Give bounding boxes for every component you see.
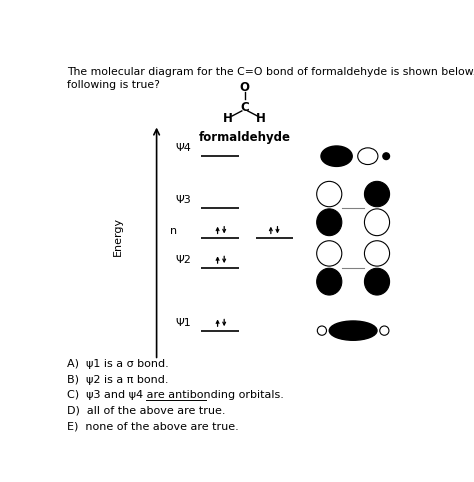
Ellipse shape bbox=[365, 209, 390, 236]
Ellipse shape bbox=[383, 153, 390, 160]
Ellipse shape bbox=[317, 181, 342, 207]
Text: C)  ψ3 and ψ4 are antibonding orbitals.: C) ψ3 and ψ4 are antibonding orbitals. bbox=[66, 390, 283, 400]
Text: n: n bbox=[170, 226, 177, 236]
Text: C: C bbox=[240, 101, 249, 114]
Text: Ψ4: Ψ4 bbox=[176, 143, 191, 153]
Text: Ψ3: Ψ3 bbox=[176, 195, 191, 205]
Text: D)  all of the above are true.: D) all of the above are true. bbox=[66, 406, 225, 416]
Text: formaldehyde: formaldehyde bbox=[199, 131, 291, 144]
Ellipse shape bbox=[317, 209, 342, 236]
Ellipse shape bbox=[365, 181, 390, 207]
Text: H: H bbox=[256, 112, 266, 125]
Text: E)  none of the above are true.: E) none of the above are true. bbox=[66, 421, 238, 431]
Text: A)  ψ1 is a σ bond.: A) ψ1 is a σ bond. bbox=[66, 359, 168, 369]
Ellipse shape bbox=[317, 268, 342, 295]
Ellipse shape bbox=[365, 268, 390, 295]
Text: O: O bbox=[240, 81, 250, 94]
Text: B)  ψ2 is a π bond.: B) ψ2 is a π bond. bbox=[66, 375, 168, 385]
Ellipse shape bbox=[329, 321, 377, 340]
Ellipse shape bbox=[365, 241, 390, 266]
Text: Ψ1: Ψ1 bbox=[176, 318, 191, 328]
Ellipse shape bbox=[317, 326, 327, 335]
Text: The molecular diagram for the C=O bond of formaldehyde is shown below. Which of : The molecular diagram for the C=O bond o… bbox=[66, 67, 474, 90]
Text: Ψ2: Ψ2 bbox=[176, 254, 191, 265]
Ellipse shape bbox=[317, 241, 342, 266]
Ellipse shape bbox=[358, 148, 378, 164]
Ellipse shape bbox=[380, 326, 389, 335]
Text: H: H bbox=[223, 112, 233, 125]
Ellipse shape bbox=[321, 146, 352, 166]
Text: Energy: Energy bbox=[113, 216, 123, 255]
